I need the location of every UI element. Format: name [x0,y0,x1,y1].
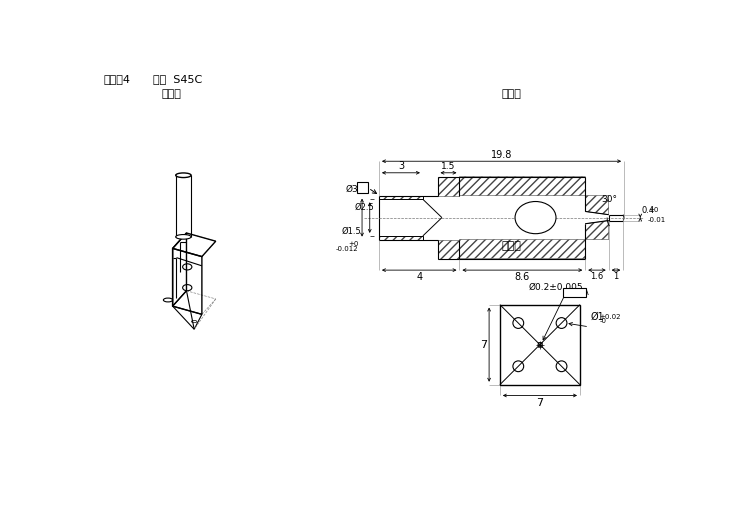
Text: -0.012: -0.012 [335,246,358,252]
Text: +0.02: +0.02 [599,314,621,320]
Text: Ø1.5: Ø1.5 [342,227,362,236]
Text: +0: +0 [648,207,658,213]
Text: 1: 1 [614,272,619,281]
Text: 19.8: 19.8 [490,149,512,160]
Text: 4: 4 [416,272,422,281]
Text: ⊙0.01: ⊙0.01 [565,288,588,297]
Text: 底面図: 底面図 [502,241,521,251]
Text: 断面図: 断面図 [502,89,521,99]
Text: 3: 3 [398,161,404,171]
Text: -0.01: -0.01 [648,217,666,223]
Text: 斜視図: 斜視図 [161,89,181,99]
Ellipse shape [176,173,191,178]
Text: A: A [359,182,367,192]
Text: 30°: 30° [602,195,617,204]
Text: Ø2.5: Ø2.5 [354,202,374,211]
FancyBboxPatch shape [358,182,368,192]
Text: +0: +0 [348,241,358,247]
Polygon shape [437,240,460,259]
Polygon shape [379,236,423,240]
Text: 材質  S45C: 材質 S45C [153,74,203,84]
Polygon shape [379,196,423,199]
Text: 8.6: 8.6 [514,272,530,281]
Text: Ø3: Ø3 [346,185,358,194]
Text: 7: 7 [536,398,544,408]
Text: Ø1: Ø1 [591,312,604,322]
Text: Ø0.2±0.005: Ø0.2±0.005 [528,282,583,292]
FancyBboxPatch shape [563,288,586,297]
Text: 0.4: 0.4 [642,206,655,215]
Polygon shape [460,176,609,215]
Text: 製品図4: 製品図4 [104,74,130,84]
Text: 1.6: 1.6 [590,272,604,281]
Ellipse shape [515,201,556,234]
Text: 1.5: 1.5 [441,162,456,171]
Text: -0: -0 [599,318,606,324]
Polygon shape [460,220,609,259]
Text: A: A [583,288,589,297]
Text: 7: 7 [480,340,487,350]
Polygon shape [437,176,460,196]
Ellipse shape [176,235,191,239]
